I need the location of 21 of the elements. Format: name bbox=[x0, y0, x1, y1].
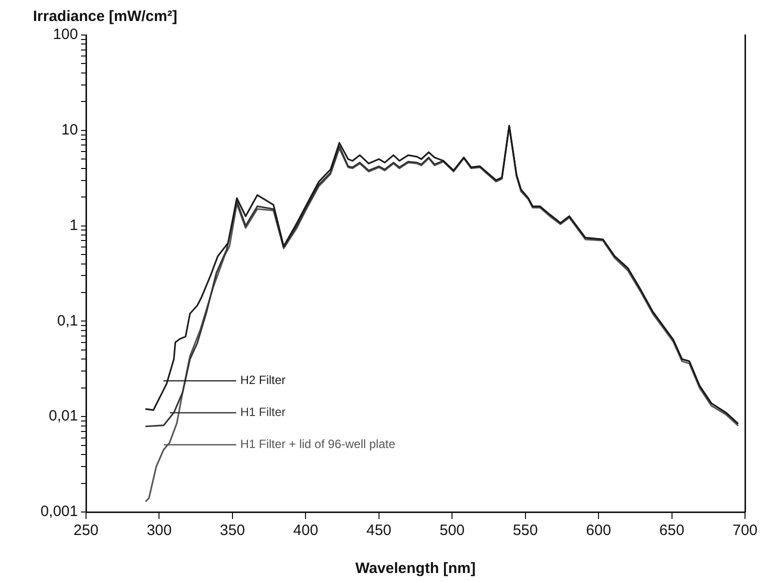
y-tick-label: 10 bbox=[61, 122, 78, 139]
x-axis-title: Wavelength [nm] bbox=[355, 560, 476, 578]
x-tick-label: 350 bbox=[220, 522, 245, 540]
x-tick-label: 400 bbox=[293, 522, 318, 540]
x-tick-label: 450 bbox=[366, 522, 392, 540]
y-tick-label: 0,01 bbox=[48, 408, 78, 425]
x-tick-label: 600 bbox=[586, 522, 612, 540]
y-axis-title: Irradiance [mW/cm²] bbox=[33, 8, 178, 26]
y-tick-label: 1 bbox=[70, 216, 78, 234]
x-tick-label: 650 bbox=[659, 522, 684, 540]
x-tick-label: 700 bbox=[732, 522, 758, 540]
x-tick-label: 250 bbox=[73, 522, 99, 540]
text: H1 Filter bbox=[240, 405, 286, 420]
x-tick-label: 550 bbox=[512, 522, 538, 540]
x-tick-label: 500 bbox=[440, 522, 465, 540]
text: H2 Filter bbox=[240, 373, 286, 388]
text: H1 Filter + lid of 96-well plate bbox=[240, 437, 396, 452]
x-tick-label: 300 bbox=[146, 522, 172, 540]
y-tick-label: 100 bbox=[52, 26, 78, 44]
y-tick-label: 0,001 bbox=[40, 503, 78, 520]
y-tick-label: 0,1 bbox=[57, 312, 78, 330]
